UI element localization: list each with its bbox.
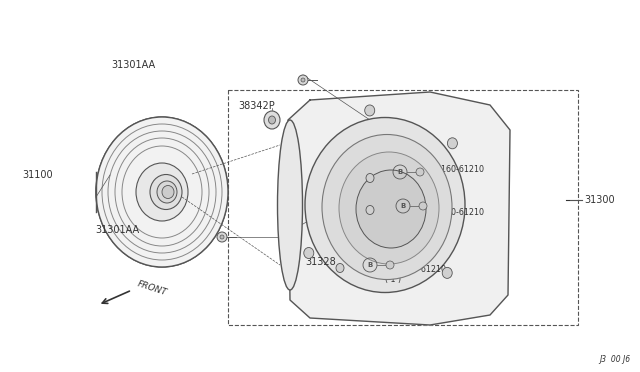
Ellipse shape bbox=[366, 173, 374, 183]
Text: 31328E: 31328E bbox=[388, 148, 425, 158]
Ellipse shape bbox=[339, 152, 439, 264]
Text: 31328: 31328 bbox=[305, 257, 336, 267]
Text: B: B bbox=[397, 169, 403, 175]
Text: 38342P: 38342P bbox=[238, 101, 275, 111]
Ellipse shape bbox=[442, 267, 452, 278]
Ellipse shape bbox=[416, 168, 424, 176]
Text: 31100: 31100 bbox=[22, 170, 52, 180]
Ellipse shape bbox=[304, 247, 314, 259]
Polygon shape bbox=[288, 92, 510, 325]
Text: 31328E: 31328E bbox=[345, 250, 382, 260]
Text: 31301AA: 31301AA bbox=[95, 225, 139, 235]
Text: 31300: 31300 bbox=[584, 195, 614, 205]
Ellipse shape bbox=[217, 232, 227, 242]
Text: B: B bbox=[401, 203, 406, 209]
Ellipse shape bbox=[298, 75, 308, 85]
Ellipse shape bbox=[269, 116, 275, 124]
Ellipse shape bbox=[419, 202, 427, 210]
Ellipse shape bbox=[447, 138, 458, 149]
Ellipse shape bbox=[365, 105, 374, 116]
Text: B 08160-61210
( 1 ): B 08160-61210 ( 1 ) bbox=[423, 208, 484, 227]
Ellipse shape bbox=[366, 205, 374, 215]
Ellipse shape bbox=[386, 261, 394, 269]
Ellipse shape bbox=[157, 181, 177, 203]
Text: J3  00 J6: J3 00 J6 bbox=[599, 355, 630, 364]
Text: 31328E: 31328E bbox=[390, 193, 427, 203]
Ellipse shape bbox=[301, 78, 305, 82]
Text: B 08160-61210
( 1 ): B 08160-61210 ( 1 ) bbox=[423, 165, 484, 185]
Bar bbox=[228, 90, 578, 325]
Ellipse shape bbox=[356, 170, 426, 248]
Ellipse shape bbox=[220, 235, 224, 239]
Ellipse shape bbox=[322, 135, 452, 279]
Ellipse shape bbox=[264, 111, 280, 129]
Ellipse shape bbox=[96, 117, 228, 267]
Text: 31301AA: 31301AA bbox=[111, 60, 155, 70]
Ellipse shape bbox=[150, 174, 182, 209]
Text: FRONT: FRONT bbox=[136, 279, 168, 297]
Ellipse shape bbox=[96, 117, 228, 267]
Text: B: B bbox=[367, 262, 372, 268]
Ellipse shape bbox=[162, 186, 174, 199]
Text: B 08160-61210
( 1 ): B 08160-61210 ( 1 ) bbox=[385, 265, 446, 285]
Ellipse shape bbox=[278, 120, 303, 290]
Ellipse shape bbox=[136, 163, 188, 221]
Ellipse shape bbox=[336, 263, 344, 273]
Ellipse shape bbox=[305, 118, 465, 292]
